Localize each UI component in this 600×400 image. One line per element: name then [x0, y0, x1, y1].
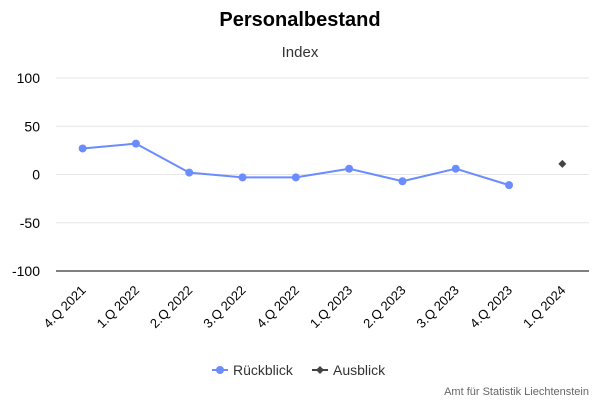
- legend-item-1[interactable]: Rückblick: [212, 362, 294, 378]
- legend-item-2[interactable]: Ausblick: [312, 362, 386, 378]
- x-tick-label: 4.Q 2022: [254, 283, 302, 331]
- x-tick-label: 3.Q 2023: [413, 283, 461, 331]
- x-tick-label: 4.Q 2023: [467, 283, 515, 331]
- credit-text: Amt für Statistik Liechtenstein: [444, 386, 589, 398]
- x-tick-label: 4.Q 2021: [40, 283, 88, 331]
- x-tick-label: 2.Q 2022: [147, 283, 195, 331]
- x-tick-label: 1.Q 2024: [520, 283, 568, 331]
- chart-subtitle: Index: [282, 44, 319, 61]
- data-point[interactable]: [291, 173, 300, 182]
- y-tick-label: -100: [12, 263, 40, 279]
- x-tick-label: 2.Q 2023: [360, 283, 408, 331]
- data-point-diamond[interactable]: [558, 159, 567, 168]
- y-tick-label: -50: [20, 215, 40, 231]
- legend-diamond-marker: [316, 366, 324, 374]
- data-point[interactable]: [78, 144, 87, 153]
- series-plot-area: [78, 139, 567, 190]
- legend[interactable]: Rückblick Ausblick: [212, 362, 386, 378]
- data-point[interactable]: [185, 168, 194, 177]
- data-point[interactable]: [505, 181, 514, 190]
- data-point[interactable]: [451, 164, 460, 173]
- data-point[interactable]: [131, 139, 140, 148]
- x-tick-label: 1.Q 2023: [307, 283, 355, 331]
- x-tick-label: 3.Q 2022: [200, 283, 248, 331]
- grid-lines: [56, 77, 589, 272]
- data-point[interactable]: [398, 177, 407, 186]
- data-point[interactable]: [238, 173, 247, 182]
- x-tick-label: 1.Q 2022: [94, 283, 142, 331]
- y-tick-label: 100: [17, 70, 41, 86]
- data-point[interactable]: [345, 164, 354, 173]
- x-axis-labels: 4.Q 2021 1.Q 2022 2.Q 2022 3.Q 2022 4.Q 2022…: [40, 283, 568, 331]
- legend-circle-marker: [216, 366, 224, 374]
- y-tick-label: 0: [32, 167, 40, 183]
- legend-label: Ausblick: [333, 362, 386, 378]
- legend-label: Rückblick: [233, 362, 294, 378]
- y-tick-label: 50: [24, 118, 40, 134]
- chart-title: Personalbestand: [219, 9, 380, 31]
- y-axis-labels: 100 50 0 -50 -100: [12, 70, 40, 279]
